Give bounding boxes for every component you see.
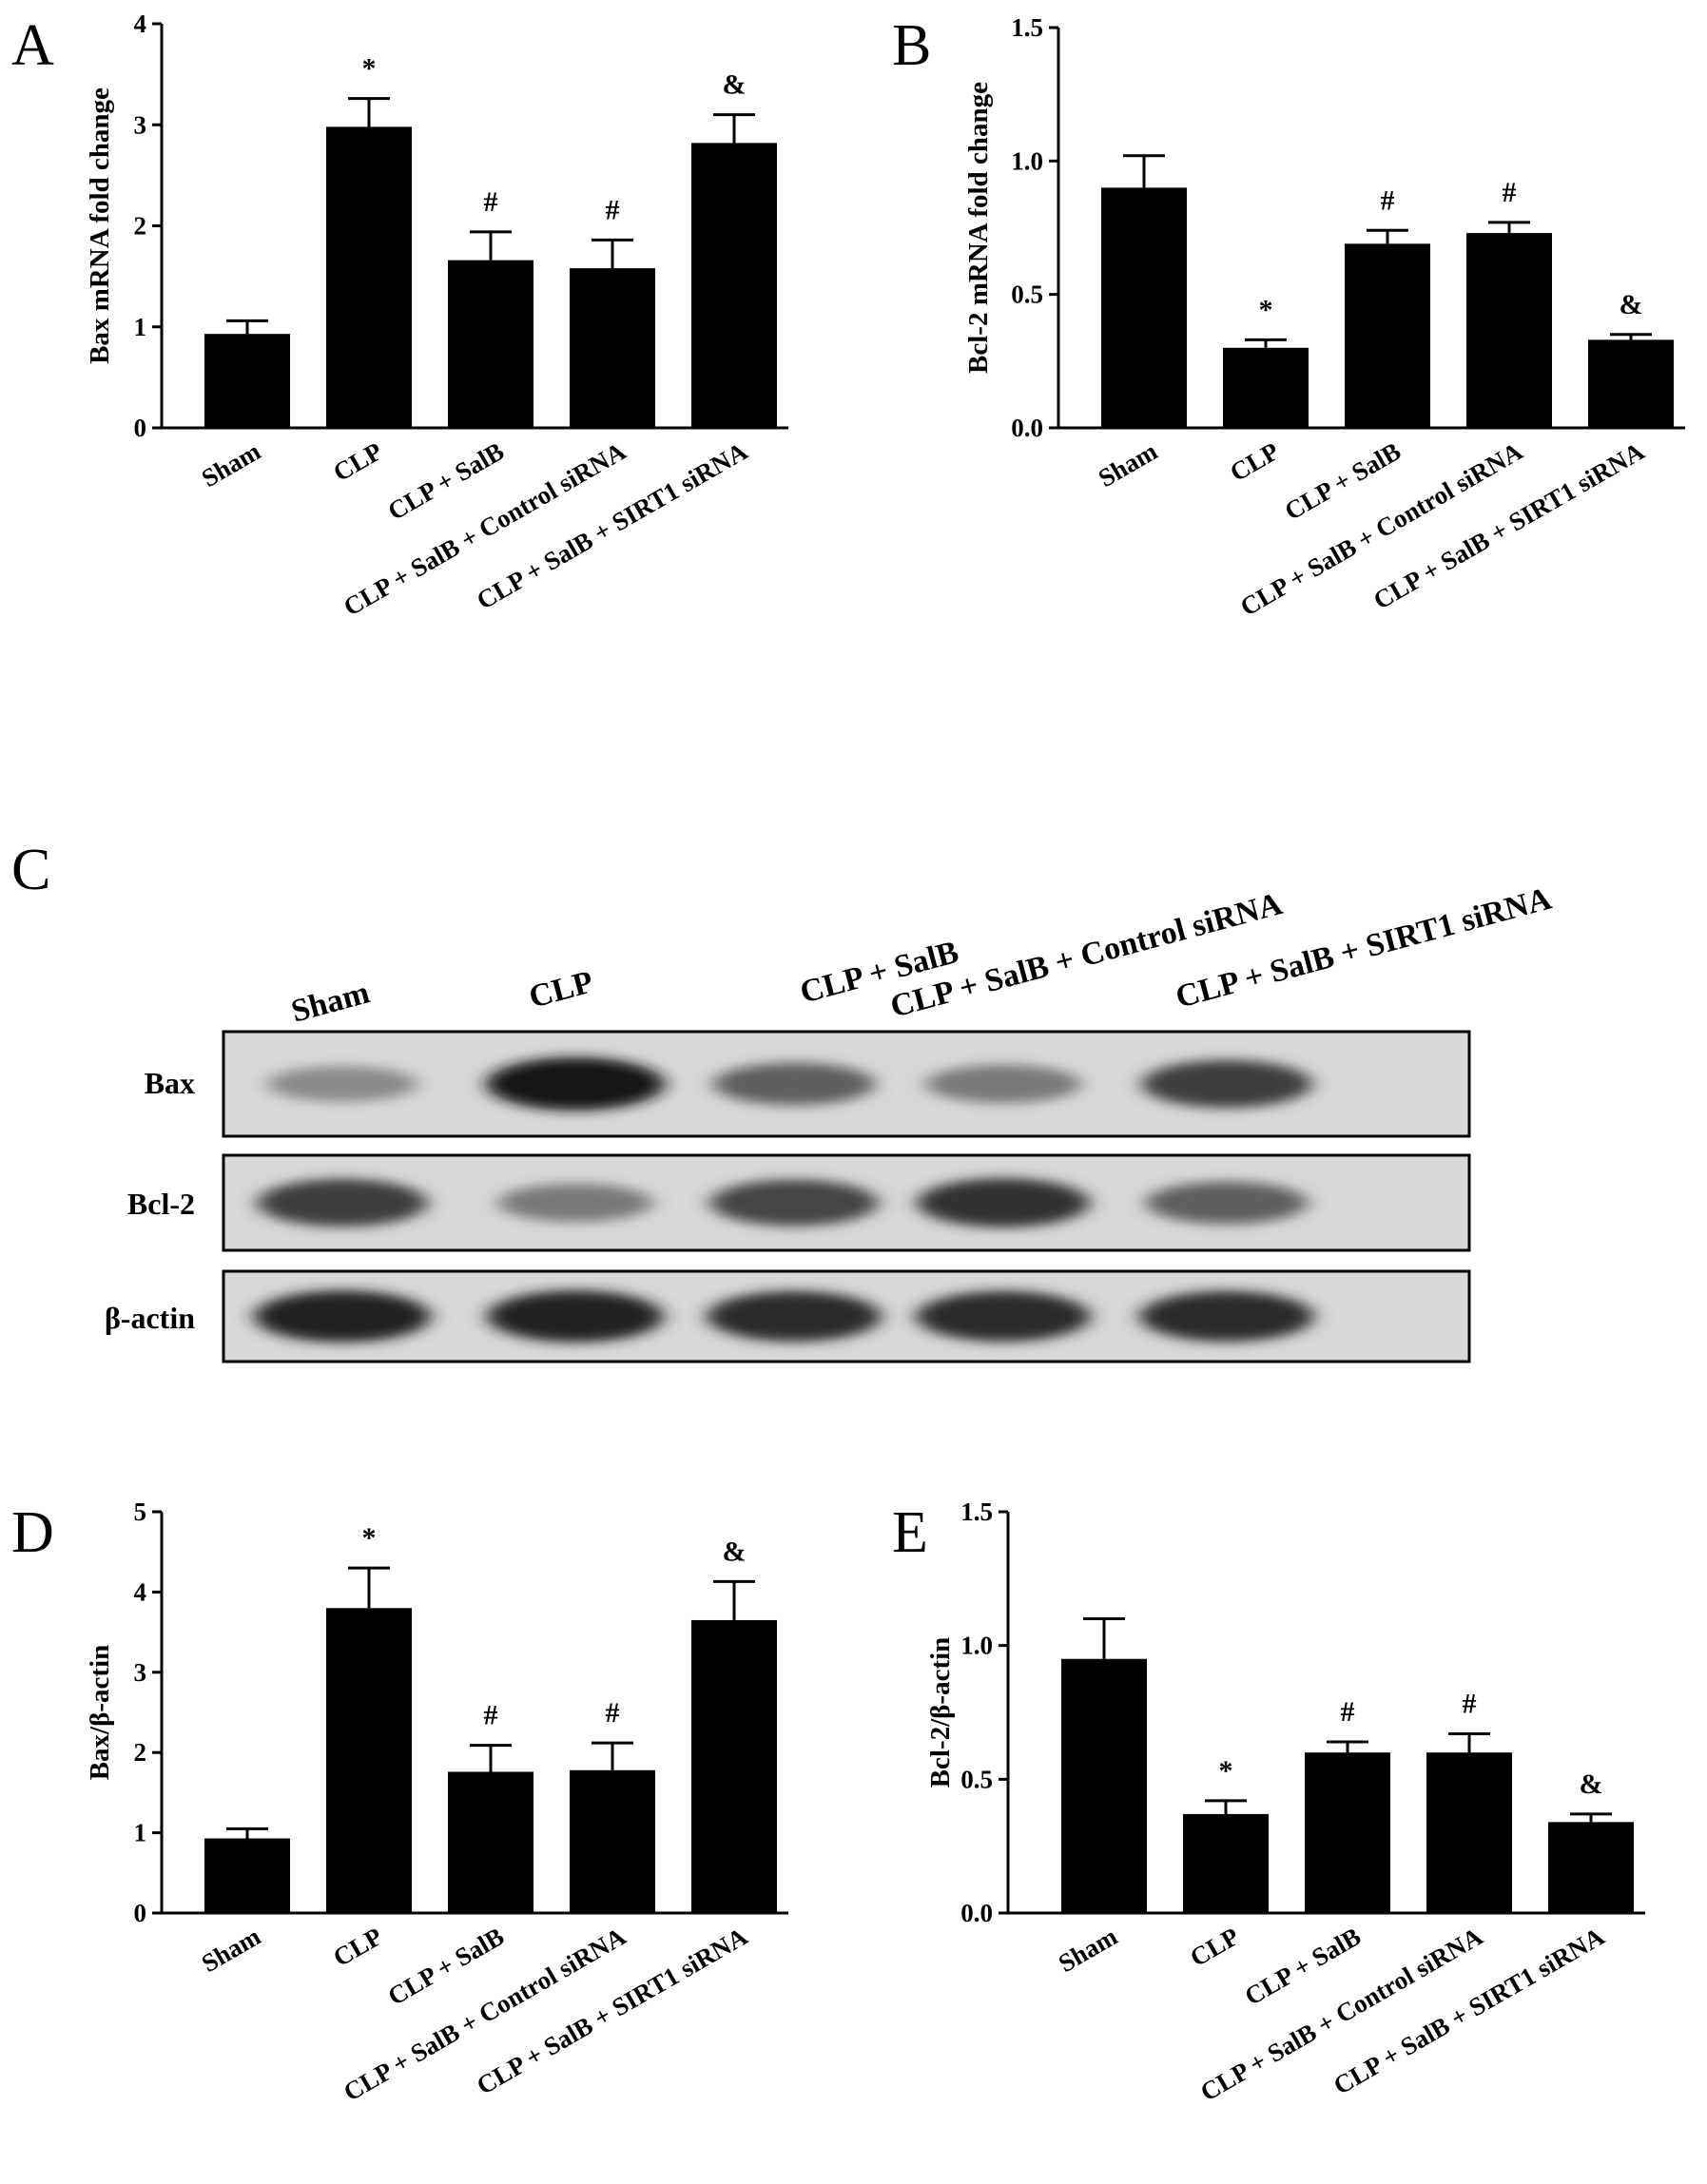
- panel-letter: A: [11, 13, 54, 78]
- blot-band: [1145, 1181, 1309, 1225]
- blot-band: [917, 1178, 1090, 1227]
- blot-lane-label: CLP: [525, 964, 596, 1015]
- y-tick-label: 0.5: [960, 1765, 993, 1793]
- bar: [1426, 1752, 1512, 1913]
- bar: [448, 1771, 533, 1913]
- x-category-label: Sham: [1054, 1922, 1123, 1978]
- x-category-label: CLP: [1225, 436, 1284, 487]
- blot-band: [497, 1183, 653, 1223]
- x-category-label: Sham: [197, 436, 266, 493]
- y-tick-label: 1.5: [1011, 13, 1043, 42]
- y-tick-label: 0.0: [960, 1899, 993, 1927]
- significance-marker: #: [1381, 184, 1395, 216]
- y-tick-label: 0: [134, 414, 147, 442]
- bar: [1466, 233, 1552, 428]
- blot-band: [925, 1064, 1081, 1104]
- y-tick-label: 1: [134, 313, 147, 341]
- bar: [1183, 1813, 1269, 1913]
- blot-row-label: Bcl-2: [127, 1187, 195, 1221]
- x-category-label: CLP: [1185, 1922, 1244, 1972]
- significance-marker: #: [1463, 1689, 1477, 1720]
- blot-band: [257, 1178, 428, 1227]
- panel-letter: B: [892, 13, 931, 78]
- panel-letter: E: [892, 1500, 928, 1565]
- significance-marker: *: [362, 53, 377, 85]
- bar: [1588, 339, 1674, 428]
- y-tick-label: 2: [134, 212, 147, 241]
- y-axis-label: Bax/β-actin: [85, 1645, 115, 1781]
- significance-marker: &: [1580, 1768, 1603, 1800]
- significance-marker: &: [1620, 289, 1643, 320]
- y-tick-label: 1.0: [960, 1632, 993, 1660]
- bar: [691, 143, 777, 428]
- blot-band: [916, 1290, 1091, 1343]
- bar: [1061, 1658, 1147, 1913]
- y-tick-label: 3: [134, 1658, 147, 1687]
- y-axis-label: Bax mRNA fold change: [85, 87, 115, 364]
- blot-band: [709, 1179, 879, 1227]
- bar: [570, 1769, 655, 1913]
- x-category-label: CLP: [328, 436, 387, 487]
- significance-marker: *: [362, 1522, 377, 1554]
- blot-row-label: Bax: [145, 1066, 195, 1100]
- y-tick-label: 0.5: [1011, 280, 1043, 309]
- significance-marker: #: [606, 194, 620, 225]
- bar: [204, 334, 290, 428]
- y-tick-label: 3: [134, 110, 147, 139]
- y-tick-label: 2: [134, 1738, 147, 1767]
- y-tick-label: 0.0: [1011, 414, 1043, 442]
- significance-marker: #: [1503, 177, 1517, 208]
- bar: [1223, 347, 1309, 428]
- bar: [1548, 1822, 1634, 1913]
- significance-marker: #: [606, 1697, 620, 1729]
- blot-lane-label: Sham: [287, 975, 373, 1029]
- blot-band: [254, 1290, 431, 1343]
- panel-b-chart: B 0.0 0.5 1.0 1.5 Bcl-2 mRNA fold change Sham *…: [892, 13, 1685, 622]
- significance-marker: &: [723, 69, 747, 101]
- significance-marker: &: [723, 1536, 747, 1567]
- y-tick-label: 0: [134, 1899, 147, 1927]
- blot-band: [707, 1290, 882, 1343]
- y-tick-label: 1.0: [1011, 146, 1043, 175]
- bar: [448, 260, 533, 428]
- bar: [326, 126, 412, 428]
- bar: [326, 1608, 412, 1913]
- x-category-label: Sham: [1094, 436, 1163, 493]
- y-axis-label: Bcl-2/β-actin: [925, 1637, 956, 1788]
- y-tick-label: 5: [134, 1498, 147, 1526]
- bar: [691, 1619, 777, 1913]
- significance-marker: #: [484, 1700, 498, 1731]
- significance-marker: #: [484, 186, 498, 218]
- bar: [1101, 187, 1187, 428]
- y-tick-label: 1.5: [960, 1498, 993, 1526]
- blot-band: [266, 1066, 418, 1102]
- blot-band: [486, 1057, 665, 1111]
- bar: [204, 1838, 290, 1913]
- bar: [1305, 1752, 1390, 1913]
- blot-row-label: β-actin: [105, 1301, 195, 1335]
- significance-marker: *: [1219, 1755, 1233, 1787]
- significance-marker: #: [1341, 1696, 1355, 1728]
- significance-marker: *: [1259, 294, 1273, 325]
- panel-letter: D: [11, 1500, 54, 1565]
- y-tick-label: 4: [134, 10, 147, 38]
- y-tick-label: 4: [134, 1577, 147, 1606]
- y-tick-label: 1: [134, 1819, 147, 1847]
- blot-band: [712, 1062, 876, 1106]
- panel-letter: C: [11, 838, 50, 902]
- blot-band: [487, 1290, 664, 1343]
- x-category-label: Sham: [197, 1922, 266, 1978]
- y-axis-label: Bcl-2 mRNA fold change: [963, 82, 994, 374]
- blot-band: [1141, 1059, 1312, 1109]
- bar: [1345, 243, 1430, 428]
- bar: [570, 268, 655, 428]
- x-category-label: CLP: [328, 1922, 387, 1972]
- blot-band: [1139, 1290, 1314, 1343]
